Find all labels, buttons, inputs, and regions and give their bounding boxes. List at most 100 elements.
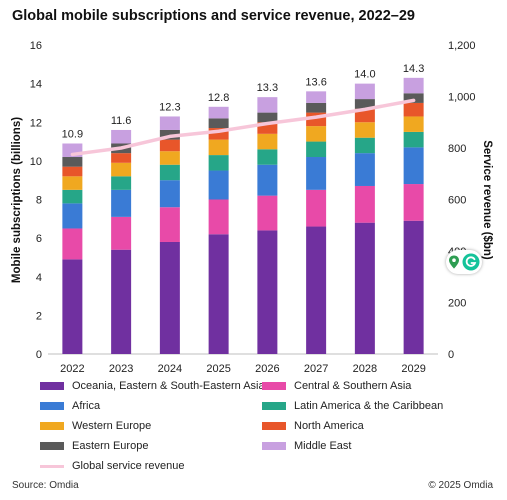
revenue-line xyxy=(70,98,416,157)
bar-segment xyxy=(354,222,375,354)
bar-segment xyxy=(62,259,83,354)
bar-segment xyxy=(62,189,83,204)
y2-tick-label: 200 xyxy=(448,298,466,310)
bar-segment xyxy=(208,106,229,119)
total-label: 13.6 xyxy=(305,76,326,88)
y-tick-label: 10 xyxy=(30,156,42,168)
legend-label: Central & Southern Asia xyxy=(294,380,412,392)
bar-segment xyxy=(62,176,83,190)
y-tick-label: 4 xyxy=(36,272,42,284)
source-note: Source: Omdia xyxy=(12,480,79,491)
bar-segment xyxy=(208,170,229,200)
bar-segment xyxy=(159,180,180,208)
legend-swatch xyxy=(40,402,64,410)
legend-label: Western Europe xyxy=(72,420,152,432)
bar-segment xyxy=(257,164,278,196)
bar-segment xyxy=(354,108,375,123)
legend-swatch xyxy=(40,422,64,430)
y2-tick-label: 1,000 xyxy=(448,92,476,104)
y2-tick-label: 600 xyxy=(448,195,466,207)
legend-label: North America xyxy=(294,420,364,432)
bar-segment xyxy=(354,137,375,154)
legend-item: Oceania, Eastern & South-Eastern Asia xyxy=(40,380,265,392)
bar-segment xyxy=(306,126,327,142)
bar-segment xyxy=(403,116,424,132)
legend-item: Africa xyxy=(40,400,100,412)
bar-segment xyxy=(208,155,229,171)
grammarly-icon xyxy=(462,253,480,271)
y-tick-label: 6 xyxy=(36,233,42,245)
bar-segment xyxy=(159,139,180,152)
legend-label: Middle East xyxy=(294,440,352,452)
bar-segment xyxy=(257,230,278,354)
bar-segment xyxy=(159,241,180,354)
bar-segment xyxy=(111,176,132,190)
bar-segment xyxy=(257,195,278,231)
bar-segment xyxy=(403,184,424,221)
bar-segment xyxy=(354,153,375,186)
legend-label: Oceania, Eastern & South-Eastern Asia xyxy=(72,380,265,392)
total-label: 13.3 xyxy=(257,82,278,94)
bar-segment xyxy=(62,157,83,167)
bar-segment xyxy=(354,83,375,100)
bar-segment xyxy=(306,141,327,158)
legend-swatch xyxy=(262,422,286,430)
bar-segment xyxy=(306,91,327,103)
legend-item: Latin America & the Caribbean xyxy=(262,400,443,412)
bar-segment xyxy=(159,164,180,181)
legend-swatch xyxy=(262,382,286,390)
y2-tick-label: 800 xyxy=(448,143,466,155)
x-tick-label: 2029 xyxy=(401,363,425,375)
legend-swatch xyxy=(262,442,286,450)
legend-label: Eastern Europe xyxy=(72,440,149,452)
x-tick-label: 2027 xyxy=(304,363,328,375)
bar-segment xyxy=(257,149,278,165)
bar-segment xyxy=(403,220,424,354)
bar-segment xyxy=(111,162,132,177)
copyright-note: © 2025 Omdia xyxy=(428,480,493,491)
chart: 024681012141602004006008001,0001,2002022… xyxy=(11,40,493,375)
bar-segment xyxy=(208,128,229,140)
bar-segment xyxy=(111,249,132,354)
bar-segment xyxy=(159,151,180,165)
bar-segment xyxy=(306,157,327,190)
x-tick-label: 2023 xyxy=(109,363,133,375)
x-tick-label: 2022 xyxy=(60,363,84,375)
legend-item: Middle East xyxy=(262,440,351,452)
bar-segment xyxy=(62,228,83,260)
total-label: 12.3 xyxy=(159,101,180,113)
x-tick-label: 2028 xyxy=(353,363,377,375)
total-label: 14.0 xyxy=(354,69,375,81)
y-axis-label: Mobile subscriptions (billions) xyxy=(11,117,23,283)
x-tick-label: 2026 xyxy=(255,363,279,375)
y2-tick-label: 0 xyxy=(448,349,454,361)
total-label: 14.3 xyxy=(403,63,424,75)
y2-tick-label: 1,200 xyxy=(448,40,476,52)
total-label: 11.6 xyxy=(111,115,132,127)
bar-segment xyxy=(354,99,375,109)
bar-segment xyxy=(403,93,424,103)
bar-segment xyxy=(111,129,132,144)
y-tick-label: 12 xyxy=(30,117,42,129)
x-tick-label: 2024 xyxy=(158,363,182,375)
x-tick-label: 2025 xyxy=(206,363,230,375)
floating-widget[interactable] xyxy=(446,250,482,274)
legend-label: Africa xyxy=(72,400,101,412)
legend-swatch xyxy=(262,402,286,410)
bar-segment xyxy=(257,133,278,150)
legend-line-swatch xyxy=(40,464,64,468)
bar-segment xyxy=(257,122,278,134)
bar-segment xyxy=(306,102,327,113)
legend-item: Central & Southern Asia xyxy=(262,380,411,392)
bar-segment xyxy=(159,116,180,130)
legend-item: Western Europe xyxy=(40,420,151,432)
bar-segment xyxy=(306,189,327,227)
legend-item: Eastern Europe xyxy=(40,440,148,452)
bar-segment xyxy=(257,97,278,113)
legend-label: Global service revenue xyxy=(72,460,185,472)
location-pin-icon xyxy=(449,255,459,269)
bar-segment xyxy=(111,153,132,163)
y-tick-label: 2 xyxy=(36,310,42,322)
bar-segment xyxy=(257,112,278,123)
bar-segment xyxy=(159,207,180,242)
